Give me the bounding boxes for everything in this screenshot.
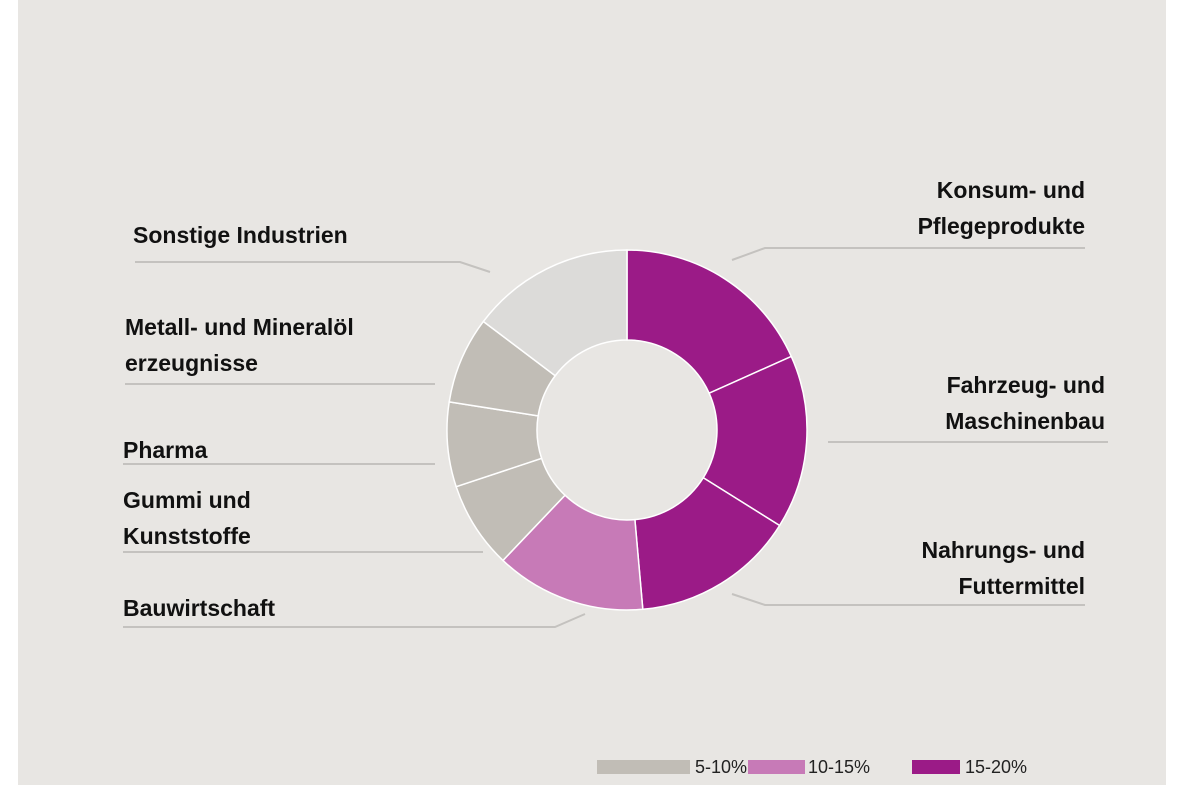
segment-label: Fahrzeug- und Maschinenbau [945, 372, 1105, 434]
segment-label: Metall- und Mineralöl erzeugnisse [125, 314, 354, 376]
segment-label: Pharma [123, 437, 208, 463]
legend-swatch [748, 760, 805, 774]
legend-label: 5-10% [695, 757, 747, 777]
donut-segment [482, 249, 628, 377]
leader-line [731, 247, 1085, 261]
segment-label: Nahrungs- und Futtermittel [921, 537, 1085, 599]
segment-label: Sonstige Industrien [133, 222, 348, 248]
segment-label: Bauwirtschaft [123, 595, 275, 621]
legend-label: 15-20% [965, 757, 1027, 777]
segment-label: Konsum- und Pflegeprodukte [918, 177, 1085, 239]
legend-swatch [912, 760, 960, 774]
leader-line [135, 261, 491, 273]
donut-segment [626, 249, 793, 395]
panel [18, 0, 1166, 785]
segment-label: Gummi und Kunststoffe [123, 487, 251, 549]
legend-label: 10-15% [808, 757, 870, 777]
leader-line [123, 613, 586, 628]
legend-swatch [597, 760, 690, 774]
leader-line [731, 593, 1085, 606]
